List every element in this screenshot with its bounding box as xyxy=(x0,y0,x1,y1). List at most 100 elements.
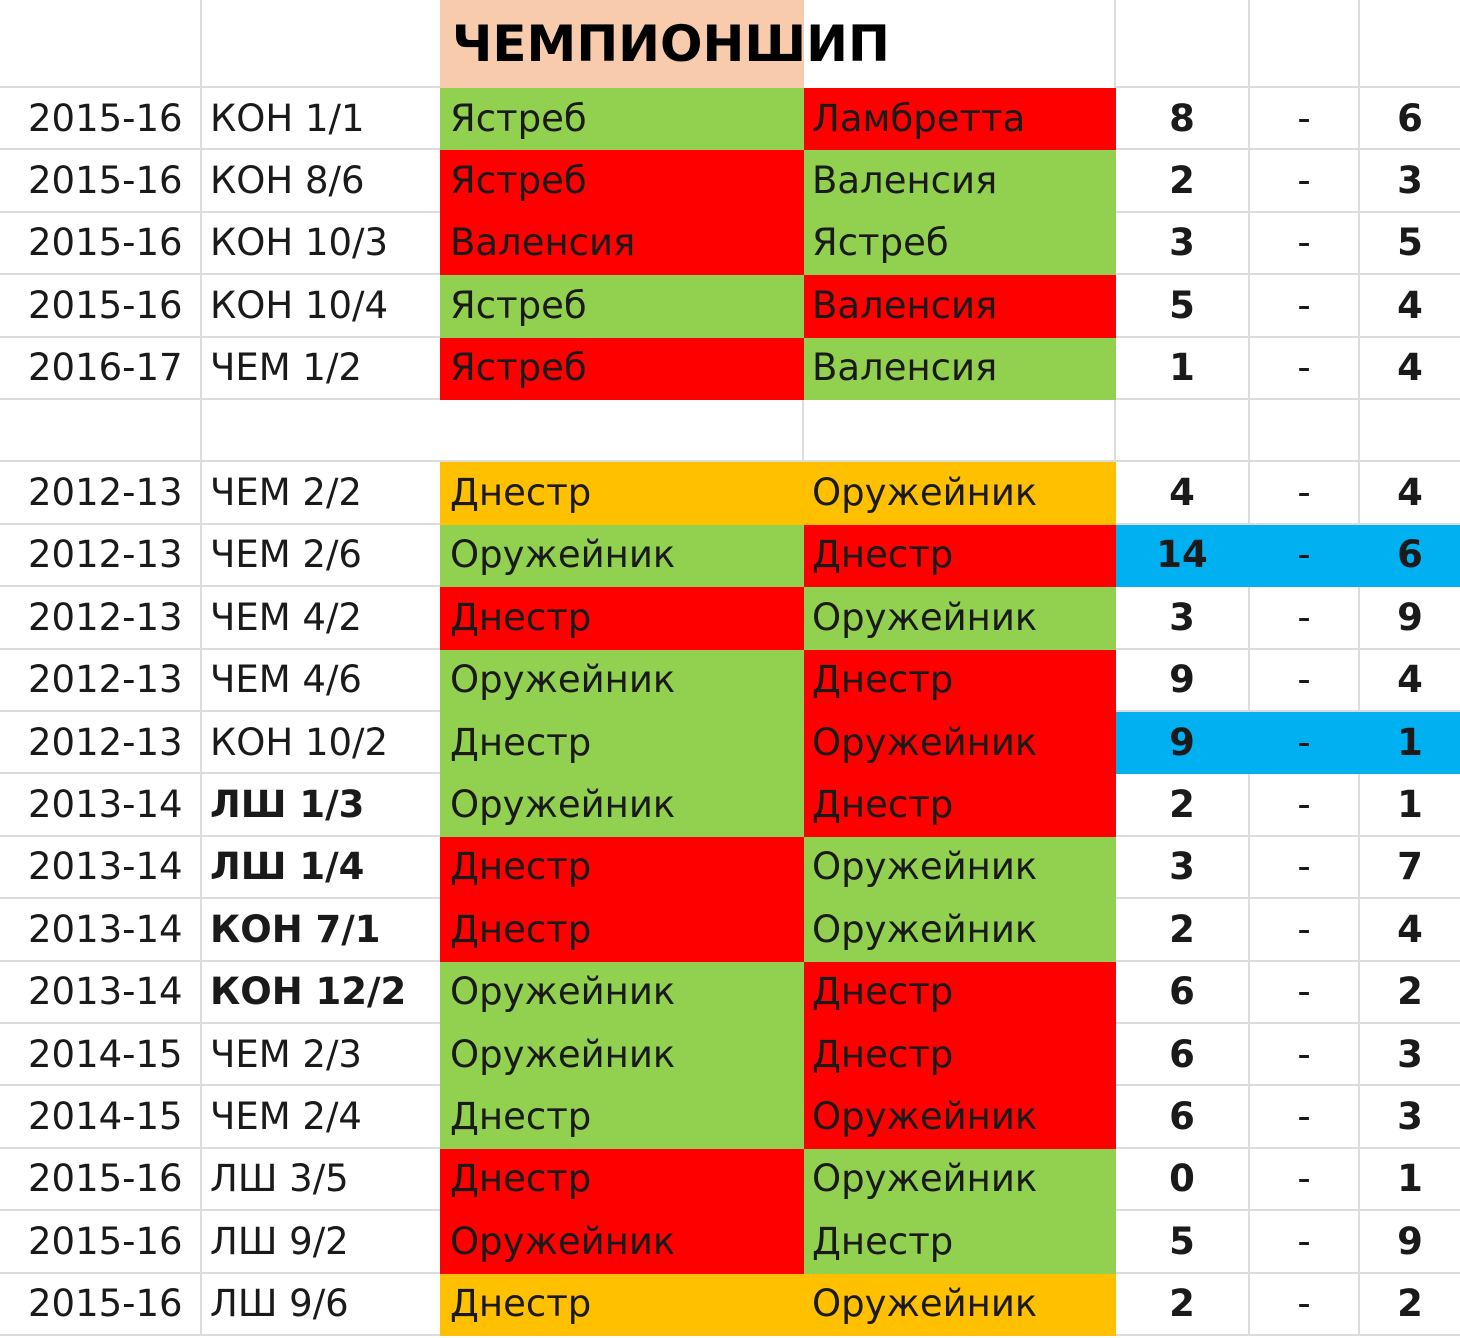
score-separator-cell[interactable]: - xyxy=(1250,212,1360,276)
home-team-cell[interactable]: Оружейник xyxy=(440,1211,804,1274)
away-team-cell[interactable]: Оружейник xyxy=(804,836,1116,900)
home-score-cell[interactable]: 2 xyxy=(1116,899,1250,962)
score-separator-cell[interactable]: - xyxy=(1250,524,1360,588)
season-cell[interactable]: 2014-15 xyxy=(0,1024,202,1087)
away-score-cell[interactable]: 2 xyxy=(1360,962,1460,1024)
stage-cell[interactable]: ЛШ 9/2 xyxy=(202,1211,440,1274)
home-score-cell[interactable]: 3 xyxy=(1116,587,1250,650)
away-team-cell[interactable]: Днестр xyxy=(804,1024,1116,1087)
header-cell-dash[interactable] xyxy=(1250,0,1360,88)
away-score-cell[interactable]: 1 xyxy=(1360,774,1460,837)
stage-cell[interactable]: ЧЕМ 2/2 xyxy=(202,462,440,525)
score-separator-cell[interactable]: - xyxy=(1250,1273,1360,1336)
season-cell[interactable]: 2015-16 xyxy=(0,1273,202,1336)
home-team-cell[interactable]: Ястреб xyxy=(440,275,804,338)
blank-cell[interactable] xyxy=(1116,400,1250,463)
home-score-cell[interactable]: 5 xyxy=(1116,1211,1250,1274)
home-score-cell[interactable]: 5 xyxy=(1116,275,1250,338)
home-score-cell[interactable]: 3 xyxy=(1116,836,1250,900)
score-separator-cell[interactable]: - xyxy=(1250,774,1360,837)
stage-cell[interactable]: КОН 10/3 xyxy=(202,213,440,276)
away-score-cell[interactable]: 4 xyxy=(1360,899,1460,962)
away-team-cell[interactable]: Днестр xyxy=(804,1211,1116,1274)
away-team-cell[interactable]: Днестр xyxy=(804,961,1116,1024)
stage-cell[interactable]: ЛШ 1/4 xyxy=(202,837,440,900)
season-cell[interactable]: 2015-16 xyxy=(0,88,202,151)
home-team-cell[interactable]: Ястреб xyxy=(440,150,804,213)
away-team-cell[interactable]: Валенсия xyxy=(804,150,1116,213)
away-score-cell[interactable]: 4 xyxy=(1360,338,1460,400)
score-separator-cell[interactable]: - xyxy=(1250,1211,1360,1274)
home-score-cell[interactable]: 6 xyxy=(1116,1086,1250,1149)
season-cell[interactable]: 2013-14 xyxy=(0,774,202,837)
away-score-cell[interactable]: 1 xyxy=(1360,712,1460,775)
blank-cell[interactable] xyxy=(1360,400,1460,463)
score-separator-cell[interactable]: - xyxy=(1250,337,1360,400)
away-score-cell[interactable]: 2 xyxy=(1360,1274,1460,1336)
stage-cell[interactable]: ЧЕМ 1/2 xyxy=(202,338,440,400)
away-team-cell[interactable]: Оружейник xyxy=(804,462,1116,525)
home-score-cell[interactable]: 2 xyxy=(1116,774,1250,837)
home-team-cell[interactable]: Ястреб xyxy=(440,337,804,400)
home-team-cell[interactable]: Днестр xyxy=(440,836,804,900)
score-separator-cell[interactable]: - xyxy=(1250,649,1360,712)
header-cell-stage[interactable] xyxy=(202,0,440,88)
away-team-cell[interactable]: Оружейник xyxy=(804,1273,1116,1336)
header-cell-away[interactable] xyxy=(804,0,1116,88)
home-score-cell[interactable]: 6 xyxy=(1116,961,1250,1024)
blank-cell[interactable] xyxy=(440,400,804,463)
score-separator-cell[interactable]: - xyxy=(1250,275,1360,338)
home-team-cell[interactable]: Днестр xyxy=(440,1086,804,1149)
away-team-cell[interactable]: Днестр xyxy=(804,774,1116,837)
score-separator-cell[interactable]: - xyxy=(1250,1086,1360,1149)
score-separator-cell[interactable]: - xyxy=(1250,587,1360,650)
home-score-cell[interactable]: 3 xyxy=(1116,212,1250,276)
home-team-cell[interactable]: Днестр xyxy=(440,1148,804,1212)
away-score-cell[interactable]: 3 xyxy=(1360,1024,1460,1087)
away-score-cell[interactable]: 9 xyxy=(1360,1211,1460,1274)
away-team-cell[interactable]: Оружейник xyxy=(804,587,1116,650)
home-team-cell[interactable]: Днестр xyxy=(440,462,804,525)
season-cell[interactable]: 2012-13 xyxy=(0,587,202,650)
season-cell[interactable]: 2014-15 xyxy=(0,1086,202,1149)
season-cell[interactable]: 2016-17 xyxy=(0,337,202,400)
home-team-cell[interactable]: Днестр xyxy=(440,1273,804,1336)
away-score-cell[interactable]: 3 xyxy=(1360,150,1460,213)
home-score-cell[interactable]: 9 xyxy=(1116,712,1250,775)
header-cell-away-score[interactable] xyxy=(1360,0,1460,88)
away-score-cell[interactable]: 1 xyxy=(1360,1149,1460,1212)
home-team-cell[interactable]: Валенсия xyxy=(440,212,804,276)
away-team-cell[interactable]: Днестр xyxy=(804,649,1116,712)
away-team-cell[interactable]: Оружейник xyxy=(804,1086,1116,1149)
home-team-cell[interactable]: Днестр xyxy=(440,587,804,650)
away-score-cell[interactable]: 5 xyxy=(1360,213,1460,276)
stage-cell[interactable]: КОН 10/2 xyxy=(202,712,440,775)
season-cell[interactable]: 2012-13 xyxy=(0,524,202,588)
score-separator-cell[interactable]: - xyxy=(1250,961,1360,1024)
season-cell[interactable]: 2013-14 xyxy=(0,961,202,1024)
score-separator-cell[interactable]: - xyxy=(1250,899,1360,962)
away-team-cell[interactable]: Валенсия xyxy=(804,337,1116,400)
home-team-cell[interactable]: Оружейник xyxy=(440,649,804,712)
stage-cell[interactable]: ЧЕМ 2/6 xyxy=(202,525,440,588)
score-separator-cell[interactable]: - xyxy=(1250,836,1360,900)
away-team-cell[interactable]: Оружейник xyxy=(804,712,1116,775)
score-separator-cell[interactable]: - xyxy=(1250,1024,1360,1087)
season-cell[interactable]: 2012-13 xyxy=(0,649,202,712)
score-separator-cell[interactable]: - xyxy=(1250,150,1360,213)
away-team-cell[interactable]: Валенсия xyxy=(804,275,1116,338)
home-team-cell[interactable]: Оружейник xyxy=(440,524,804,588)
away-score-cell[interactable]: 7 xyxy=(1360,837,1460,900)
blank-cell[interactable] xyxy=(804,400,1116,463)
season-cell[interactable]: 2015-16 xyxy=(0,275,202,338)
stage-cell[interactable]: КОН 1/1 xyxy=(202,88,440,151)
away-score-cell[interactable]: 6 xyxy=(1360,524,1460,588)
away-team-cell[interactable]: Ламбретта xyxy=(804,88,1116,151)
home-score-cell[interactable]: 1 xyxy=(1116,337,1250,400)
stage-cell[interactable]: ЛШ 9/6 xyxy=(202,1274,440,1336)
stage-cell[interactable]: КОН 7/1 xyxy=(202,899,440,962)
stage-cell[interactable]: ЧЕМ 4/2 xyxy=(202,587,440,650)
stage-cell[interactable]: ЧЕМ 4/6 xyxy=(202,650,440,712)
header-cell-season[interactable] xyxy=(0,0,202,88)
score-separator-cell[interactable]: - xyxy=(1250,88,1360,151)
